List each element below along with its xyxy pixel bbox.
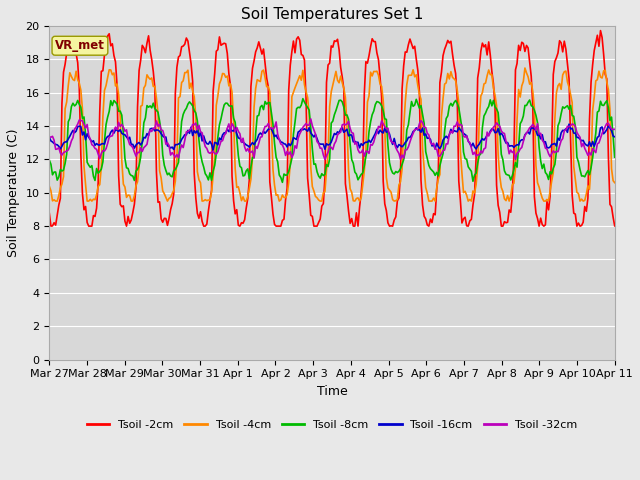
- Tsoil -4cm: [45, 183, 53, 189]
- Tsoil -4cm: [234, 184, 242, 190]
- Tsoil -2cm: [234, 222, 242, 228]
- Tsoil -4cm: [521, 65, 529, 71]
- Tsoil -16cm: [244, 143, 252, 148]
- Tsoil -4cm: [244, 194, 252, 200]
- Y-axis label: Soil Temperature (C): Soil Temperature (C): [7, 129, 20, 257]
- Tsoil -16cm: [45, 134, 53, 140]
- Tsoil -8cm: [115, 108, 122, 114]
- Tsoil -32cm: [243, 148, 250, 154]
- Tsoil -2cm: [244, 195, 252, 201]
- Tsoil -32cm: [115, 120, 122, 125]
- Tsoil -8cm: [45, 157, 53, 163]
- Tsoil -8cm: [582, 170, 590, 176]
- Tsoil -2cm: [116, 202, 124, 207]
- Tsoil -32cm: [611, 126, 618, 132]
- Tsoil -2cm: [294, 34, 302, 40]
- Line: Tsoil -4cm: Tsoil -4cm: [49, 68, 614, 201]
- Tsoil -16cm: [611, 134, 618, 140]
- Tsoil -2cm: [611, 223, 618, 229]
- Tsoil -32cm: [292, 145, 300, 151]
- Line: Tsoil -2cm: Tsoil -2cm: [49, 31, 614, 226]
- Legend: Tsoil -2cm, Tsoil -4cm, Tsoil -8cm, Tsoil -16cm, Tsoil -32cm: Tsoil -2cm, Tsoil -4cm, Tsoil -8cm, Tsoi…: [83, 415, 582, 434]
- Tsoil -16cm: [216, 135, 223, 141]
- Tsoil -32cm: [45, 134, 53, 140]
- Tsoil -8cm: [233, 134, 241, 140]
- Tsoil -16cm: [582, 142, 590, 148]
- Tsoil -8cm: [278, 180, 286, 185]
- Tsoil -32cm: [214, 149, 221, 155]
- Tsoil -8cm: [243, 168, 250, 174]
- Tsoil -16cm: [565, 121, 573, 127]
- Tsoil -32cm: [233, 124, 241, 130]
- Tsoil -16cm: [209, 147, 217, 153]
- Tsoil -16cm: [115, 129, 122, 134]
- Line: Tsoil -16cm: Tsoil -16cm: [49, 124, 614, 150]
- Tsoil -4cm: [216, 81, 223, 87]
- Tsoil -4cm: [582, 191, 590, 197]
- Title: Soil Temperatures Set 1: Soil Temperatures Set 1: [241, 7, 423, 22]
- Tsoil -8cm: [299, 96, 307, 102]
- Text: VR_met: VR_met: [55, 39, 105, 52]
- X-axis label: Time: Time: [317, 385, 348, 398]
- Tsoil -8cm: [294, 104, 302, 110]
- Line: Tsoil -32cm: Tsoil -32cm: [49, 119, 614, 159]
- Tsoil -4cm: [52, 198, 60, 204]
- Tsoil -2cm: [596, 28, 604, 34]
- Tsoil -16cm: [234, 135, 242, 141]
- Tsoil -16cm: [294, 129, 302, 135]
- Tsoil -2cm: [45, 211, 53, 216]
- Tsoil -4cm: [116, 114, 124, 120]
- Tsoil -32cm: [582, 149, 590, 155]
- Tsoil -4cm: [294, 77, 302, 83]
- Tsoil -8cm: [611, 155, 618, 160]
- Tsoil -32cm: [321, 156, 329, 162]
- Line: Tsoil -8cm: Tsoil -8cm: [49, 99, 614, 182]
- Tsoil -8cm: [214, 134, 221, 140]
- Tsoil -32cm: [307, 116, 315, 122]
- Tsoil -2cm: [581, 204, 589, 209]
- Tsoil -4cm: [611, 180, 618, 186]
- Tsoil -2cm: [216, 34, 223, 40]
- Tsoil -2cm: [47, 223, 55, 229]
